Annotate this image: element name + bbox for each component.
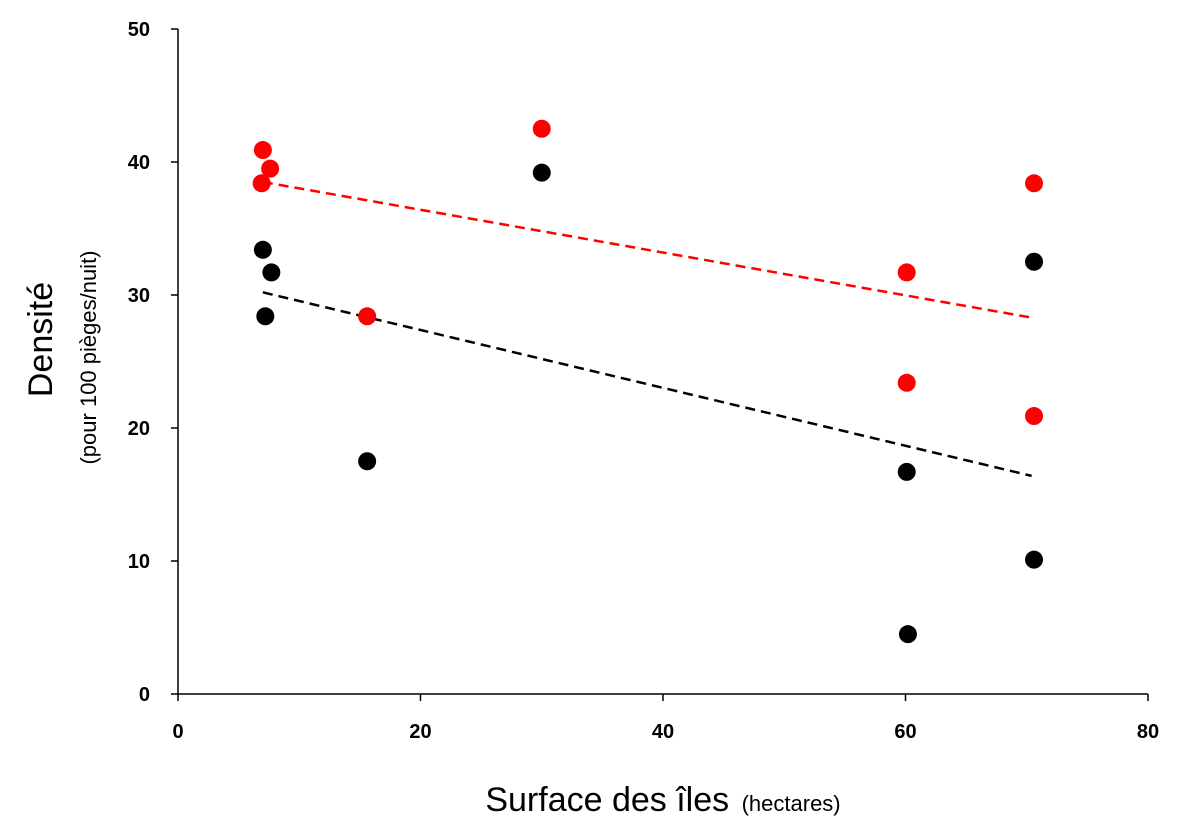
data-point-series-1 <box>358 307 377 326</box>
data-point-series-1 <box>532 119 551 138</box>
trendline-series-1 <box>262 180 1032 319</box>
x-axis-title-main: Surface des îles <box>485 781 729 819</box>
data-point-series-1 <box>1025 407 1044 426</box>
data-point-series-2 <box>253 240 272 259</box>
data-point-series-1 <box>897 263 916 282</box>
axes <box>177 29 1148 695</box>
data-point-series-1 <box>261 159 280 178</box>
data-point-series-2 <box>897 462 916 481</box>
data-point-series-2 <box>1025 550 1044 569</box>
ticks: 0 20 40 60 80 0 10 20 30 40 50 <box>128 19 1159 743</box>
data-point-series-2 <box>262 263 281 282</box>
y-tick-label: 40 <box>128 152 150 174</box>
y-axis-title-main: Densité <box>22 282 60 397</box>
data-point-series-2 <box>532 163 551 182</box>
data-points <box>252 119 1044 644</box>
x-tick-label: 80 <box>1137 721 1159 743</box>
x-tick-label: 0 <box>172 721 183 743</box>
x-axis-title-unit: (hectares) <box>742 791 841 816</box>
y-tick-label: 20 <box>128 418 150 440</box>
y-tick-label: 0 <box>139 684 150 706</box>
data-point-series-1 <box>253 141 272 160</box>
data-point-series-1 <box>897 373 916 392</box>
data-point-series-1 <box>1025 174 1044 193</box>
x-tick-label: 20 <box>409 721 431 743</box>
y-axis-title-unit: (pour 100 pièges/nuit) <box>76 250 101 464</box>
data-point-series-1 <box>252 174 271 193</box>
data-point-series-2 <box>358 452 377 471</box>
data-point-series-2 <box>1025 252 1044 271</box>
trendlines <box>262 180 1032 478</box>
y-tick-label: 50 <box>128 19 150 41</box>
y-tick-label: 10 <box>128 551 150 573</box>
y-tick-label: 30 <box>128 285 150 307</box>
x-tick-label: 60 <box>894 721 916 743</box>
x-axis-title: Surface des îles (hectares) <box>485 781 840 819</box>
x-tick-label: 40 <box>652 721 674 743</box>
data-point-series-2 <box>256 307 275 326</box>
trendline-series-2 <box>262 291 1032 478</box>
data-point-series-2 <box>898 625 917 644</box>
